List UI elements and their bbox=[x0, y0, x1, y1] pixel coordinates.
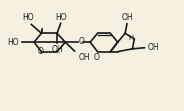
Text: HO: HO bbox=[22, 13, 33, 22]
Text: OH: OH bbox=[147, 43, 159, 52]
Text: HO: HO bbox=[7, 38, 18, 47]
Text: HO: HO bbox=[55, 13, 67, 22]
Text: O: O bbox=[38, 47, 43, 56]
Text: OH: OH bbox=[121, 13, 133, 22]
Text: OH: OH bbox=[78, 53, 90, 62]
Text: H: H bbox=[128, 35, 133, 41]
Text: O: O bbox=[79, 37, 85, 46]
Text: O: O bbox=[94, 53, 100, 62]
Text: OH: OH bbox=[51, 45, 63, 54]
